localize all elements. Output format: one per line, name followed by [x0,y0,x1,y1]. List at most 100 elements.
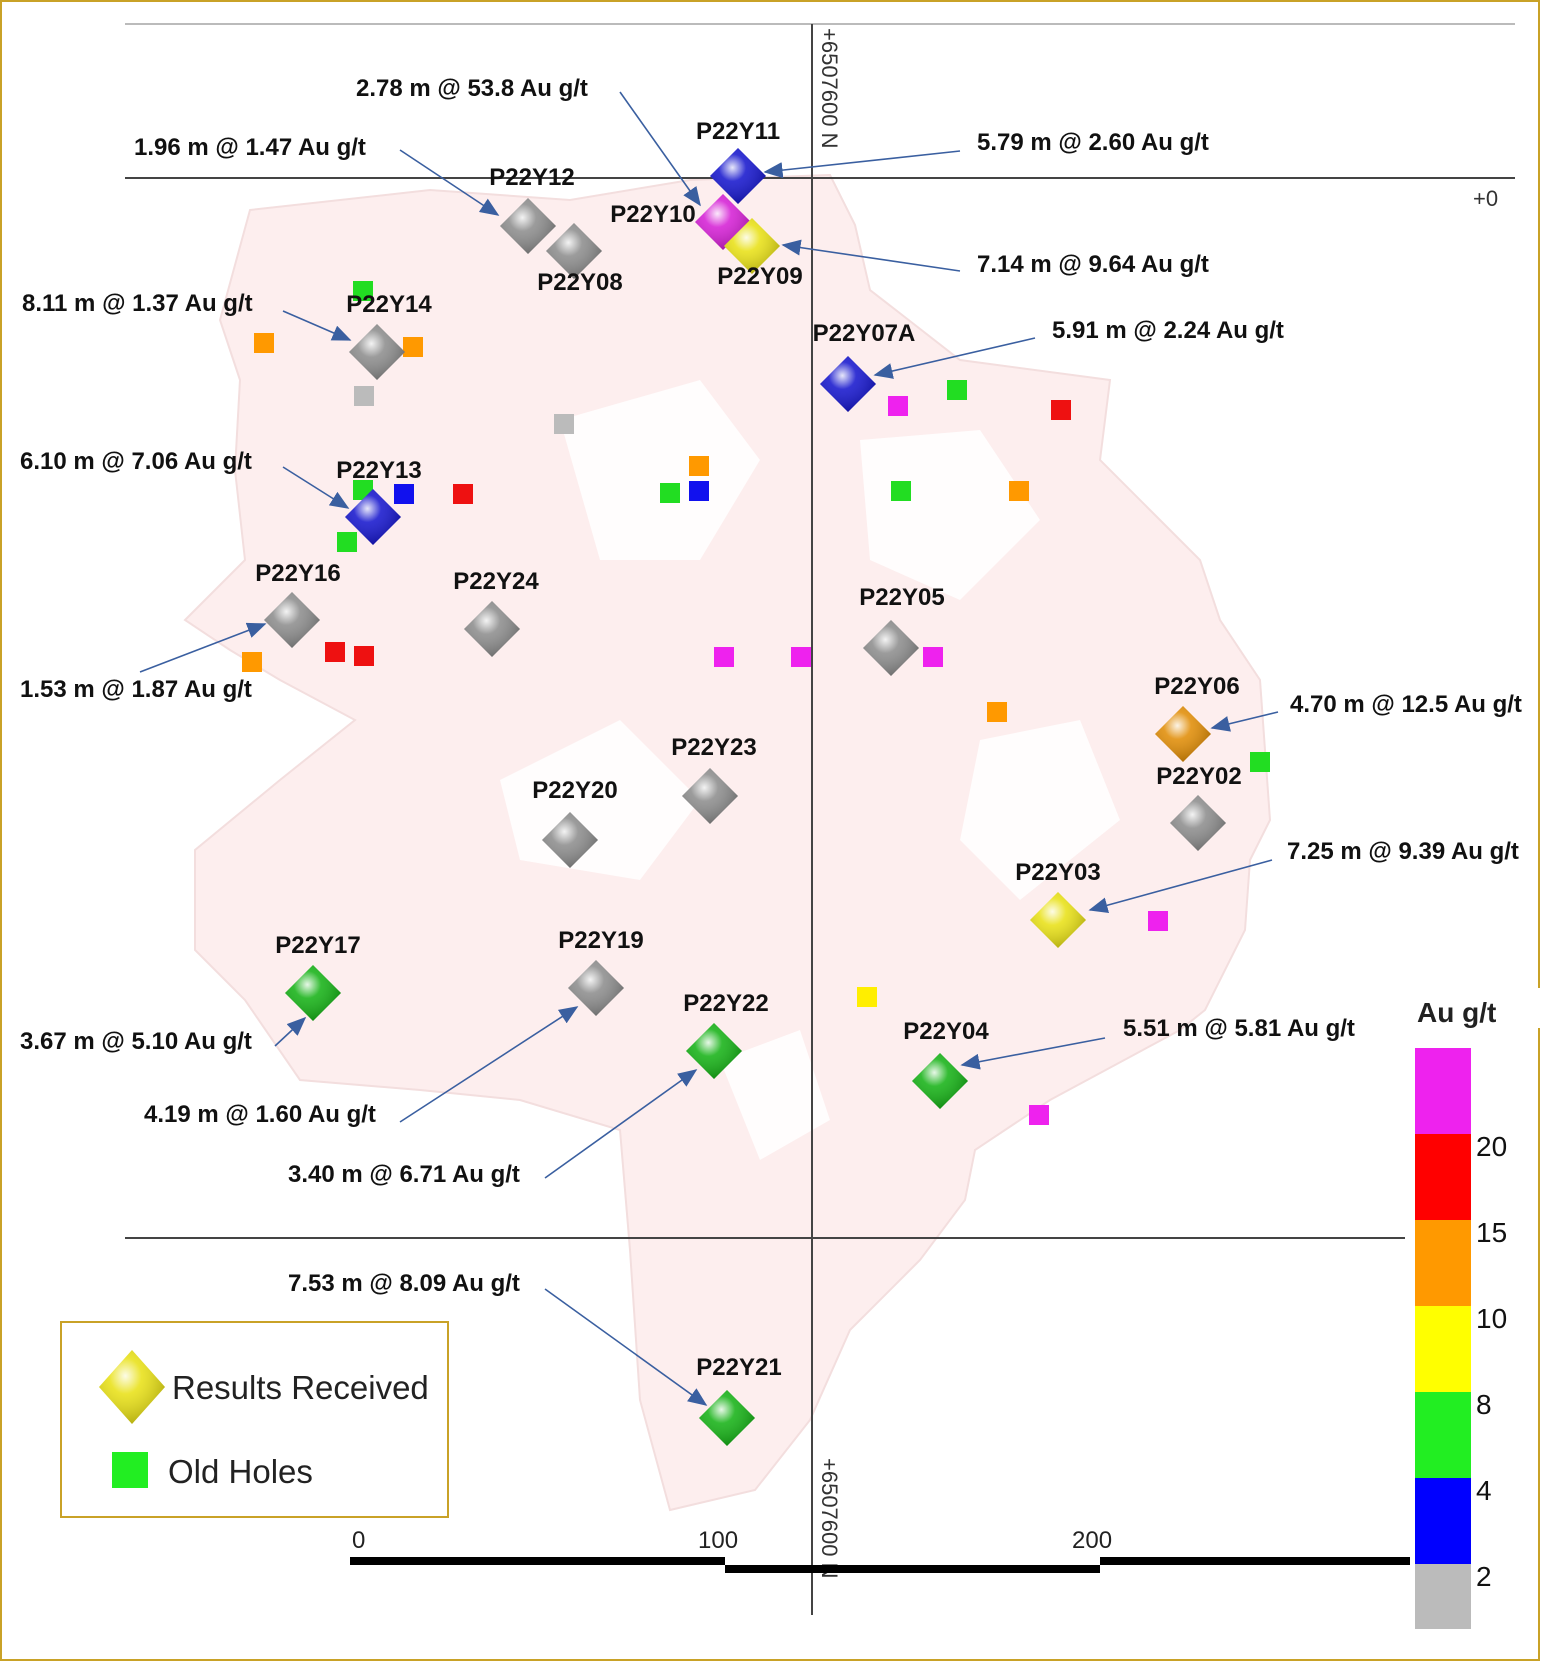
drill-hole-p22y11: P22Y11 [696,118,780,204]
hole-label: P22Y03 [1015,859,1100,886]
legend-old-marker [112,1452,148,1488]
colorbar-band [1415,1134,1471,1220]
old-hole-marker [242,652,262,672]
old-hole-marker [689,456,709,476]
colorbar-tick-4: 4 [1476,1475,1492,1506]
old-hole-marker [1250,752,1270,772]
annotation-arrow-p22y13 [282,466,350,509]
hole-marker-shine [1155,706,1211,762]
annotation-arrow-p22y04 [960,1037,1106,1070]
old-hole-marker [660,483,680,503]
hole-label: P22Y23 [671,734,756,761]
hole-marker-shine [710,148,766,204]
old-hole-marker [791,647,811,667]
drill-hole-p22y14: P22Y14 [346,291,432,380]
colorbar-tick-20: 20 [1476,1131,1507,1162]
assay-label-p22y11: 5.79 m @ 2.60 Au g/t [977,129,1209,156]
drill-hole-p22y07a: P22Y07A [813,320,916,412]
hole-label: P22Y07A [813,320,916,347]
legend-old-label: Old Holes [168,1453,313,1490]
drill-hole-p22y06: P22Y06 [1154,673,1240,762]
hole-label: P22Y06 [1154,673,1239,700]
assay-label-p22y04: 5.51 m @ 5.81 Au g/t [1123,1015,1355,1042]
old-hole-marker [1051,400,1071,420]
colorbar-band [1415,1048,1471,1134]
drill-hole-p22y13: P22Y13 [336,457,422,545]
legend: Results Received Old Holes [60,1321,449,1518]
colorbar-band [1415,1220,1471,1306]
hole-marker-shine [1170,795,1226,851]
annotation-arrow-p22y09 [781,239,961,272]
old-hole-marker [891,481,911,501]
colorbar: Au g/t 20 15 10 8 4 2 [1415,988,1542,1629]
hole-marker-shine [724,218,780,274]
old-hole-marker [1009,481,1029,501]
hole-marker-shine [682,768,738,824]
hole-marker-shine [264,592,320,648]
hole-label: P22Y10 [610,201,695,228]
annotation-arrows [139,91,1279,1406]
old-hole-marker [923,647,943,667]
legend-results-marker [99,1350,165,1424]
colorbar-tick-8: 8 [1476,1389,1492,1420]
hole-label: P22Y13 [336,457,421,484]
annotation-labels: 2.78 m @ 53.8 Au g/t 1.96 m @ 1.47 Au g/t… [20,75,1522,1297]
hole-marker-shine [686,1023,742,1079]
hole-marker-shine [464,601,520,657]
old-hole-marker [947,380,967,400]
old-hole-marker [888,396,908,416]
northing-label-bottom: +6507600 N [817,1458,842,1579]
assay-label-p22y03: 7.25 m @ 9.39 Au g/t [1287,838,1519,865]
hole-marker-shine [542,812,598,868]
hole-label: P22Y24 [453,568,539,595]
assay-label-p22y19: 4.19 m @ 1.60 Au g/t [144,1101,376,1128]
old-hole-marker [857,987,877,1007]
legend-results-label: Results Received [172,1369,429,1406]
assay-label-p22y07a: 5.91 m @ 2.24 Au g/t [1052,317,1284,344]
assay-label-p22y14: 8.11 m @ 1.37 Au g/t [22,290,253,317]
drill-hole-p22y05: P22Y05 [859,584,945,676]
assay-label-p22y06: 4.70 m @ 12.5 Au g/t [1290,691,1522,718]
old-hole-marker [354,386,374,406]
hole-marker-shine [500,198,556,254]
annotation-arrow-p22y14 [282,310,352,341]
hole-label: P22Y14 [346,291,432,318]
annotation-arrow-p22y06 [1210,711,1279,732]
drill-hole-p22y03: P22Y03 [1015,859,1101,948]
drill-hole-p22y12: P22Y12 [489,164,575,254]
colorbar-band [1415,1478,1471,1564]
annotation-arrow-p22y16 [139,622,267,673]
old-hole-marker [353,281,373,301]
annotation-arrow-p22y19 [399,1006,579,1123]
old-hole-marker [453,484,473,504]
drill-hole-p22y23: P22Y23 [671,734,757,824]
hole-marker-shine [349,324,405,380]
colorbar-bands [1415,1048,1471,1629]
drill-hole-p22y04: P22Y04 [903,1018,989,1109]
assay-label-p22y13: 6.10 m @ 7.06 Au g/t [20,448,252,475]
annotation-arrow-p22y17 [274,1016,307,1047]
assay-label-p22y21: 7.53 m @ 8.09 Au g/t [288,1270,520,1297]
old-hole-marker [394,484,414,504]
drill-hole-p22y20: P22Y20 [532,777,618,868]
hole-label: P22Y16 [255,560,340,587]
scale-tick-200: 200 [1072,1527,1112,1554]
hole-marker-shine [912,1053,968,1109]
hole-label: P22Y12 [489,164,574,191]
hole-marker-shine [863,620,919,676]
old-hole-marker [1029,1105,1049,1125]
hole-label: P22Y20 [532,777,617,804]
scale-tick-0: 0 [352,1527,365,1554]
drill-holes-layer: P22Y11 P22Y12 P22Y10 P22Y08 P22Y09 P22Y14 P22Y… [255,118,1242,1446]
hole-marker-shine [345,489,401,545]
old-hole-marker [554,414,574,434]
hole-label: P22Y19 [558,927,643,954]
hole-label: P22Y08 [537,269,622,296]
deposit-holes-in-shading [500,380,1120,1160]
colorbar-title: Au g/t [1417,997,1496,1028]
assay-label-p22y22: 3.40 m @ 6.71 Au g/t [288,1161,520,1188]
drill-hole-p22y24: P22Y24 [453,568,539,657]
